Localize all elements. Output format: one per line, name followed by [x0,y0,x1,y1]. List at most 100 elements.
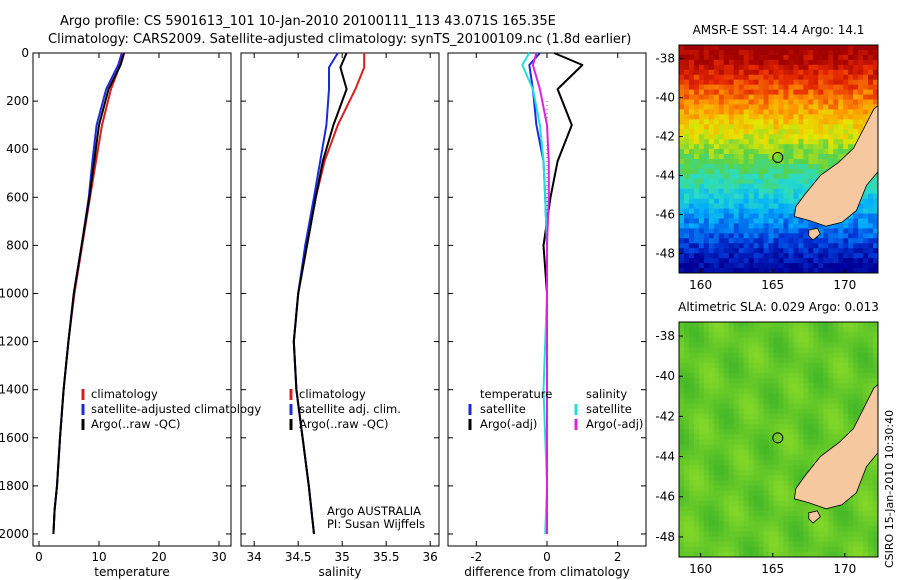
map-cell [773,424,779,430]
map-cell [813,223,819,229]
map-cell [768,475,774,481]
map-cell [708,94,715,100]
map-cell [718,183,725,190]
map-cell [853,89,859,95]
map-cell [679,332,685,338]
map-cell [848,516,854,522]
map-cell [788,203,794,209]
map-cell [693,144,700,150]
map-cell [733,139,740,145]
map-cell [773,516,779,522]
map-cell [768,263,774,269]
map-cell [778,54,784,61]
map-cell [873,516,879,522]
map-cell [738,551,745,558]
map-cell [793,243,799,249]
map-cell [753,104,760,110]
map-cell [858,248,864,254]
map-cell [688,203,695,209]
map-cell [738,332,745,338]
map-cell [688,362,695,369]
map-cell [688,233,695,239]
map-cell [773,419,779,425]
map-cell [688,322,695,328]
map-cell [863,248,869,254]
map-cell [753,228,760,234]
map-cell [868,228,874,234]
map-cell [873,536,879,543]
map-cell [858,516,864,522]
map-cell [708,551,715,558]
legend-group-heading: salinity [586,387,627,401]
map-cell [763,243,769,249]
map-cell [723,413,730,420]
map-cell [753,505,760,512]
map-cell [863,238,869,244]
series-line [52,52,124,535]
map-cell [748,173,755,180]
map-cell [703,183,710,190]
map-cell [743,475,750,481]
map-cell [863,551,869,558]
map-cell [738,419,745,425]
map-cell [718,188,725,195]
map-cell [783,228,789,234]
map-cell [803,84,809,91]
map-cell [873,183,879,190]
map-cell [833,243,839,249]
map-cell [808,59,814,66]
map-cell [833,89,839,95]
map-cell [773,403,779,410]
map-cell [703,228,710,234]
map-cell [813,551,819,558]
map-cell [748,378,755,384]
map-cell [758,352,764,359]
map-cell [733,144,740,150]
map-cell [768,342,774,348]
map-cell [803,183,809,190]
map-cell [733,470,740,476]
map-cell [778,322,784,328]
map-cell [848,129,854,135]
map-cell [778,218,784,224]
map-cell [698,480,705,486]
map-cell [873,203,879,209]
map-cell [728,45,735,51]
map-cell [773,228,779,234]
map-cell [698,104,705,110]
map-cell [863,79,869,86]
map-cell [679,238,685,244]
map-cell [778,465,784,471]
map-cell [853,536,859,543]
map-cell [778,383,784,389]
map-cell [758,168,764,175]
series-line [52,52,123,535]
map-cell [783,388,789,394]
map-cell [708,495,715,502]
map-cell [798,64,804,71]
map-cell [758,253,764,259]
map-cell [798,475,804,481]
map-cell [723,388,730,394]
map-cell [873,475,879,481]
map-cell [808,521,814,527]
map-cell [833,109,839,115]
map-cell [733,332,740,338]
map-cell [723,373,730,379]
map-cell [833,94,839,100]
map-cell [753,327,760,333]
map-cell [688,173,695,180]
map-cell [723,352,730,359]
map-cell [708,470,715,476]
map-cell [853,531,859,537]
map-cell [868,347,874,354]
map-cell [808,352,814,359]
map-cell [748,258,755,264]
map-cell [863,367,869,374]
map-cell [708,454,715,461]
map-cell [698,243,705,249]
map-cell [803,134,809,140]
map-cell [768,388,774,394]
map-cell [783,124,789,130]
map-cell [773,198,779,205]
